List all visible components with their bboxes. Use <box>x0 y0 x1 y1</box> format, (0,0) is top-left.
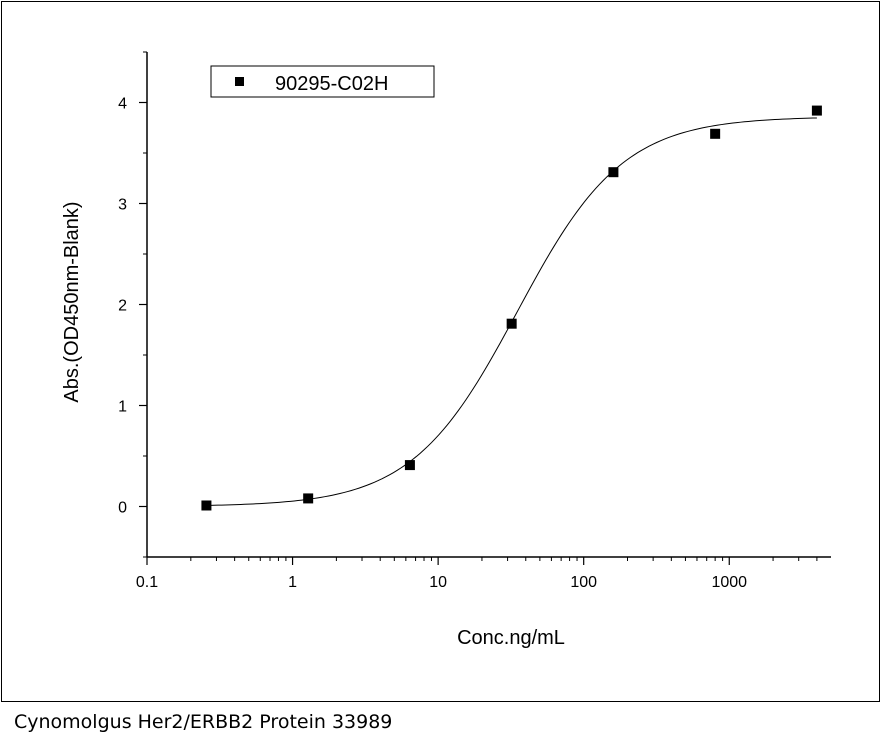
chart: 0.1 1 10 100 1000 0 1 2 3 4 Conc.ng/mL Abs.(OD450… <box>61 51 831 649</box>
y-axis-label: Abs.(OD450nm-Blank) <box>61 201 83 402</box>
data-point <box>404 460 415 471</box>
y-tick-label: 0 <box>118 500 127 517</box>
axes <box>139 51 831 565</box>
fit-curve-layer <box>206 117 817 506</box>
legend-marker <box>235 77 244 86</box>
x-axis-label: Conc.ng/mL <box>457 627 565 649</box>
legend-box <box>210 65 435 98</box>
data-point <box>710 128 721 139</box>
chart-frame <box>1 1 880 702</box>
data-point <box>201 500 212 511</box>
data-point <box>811 105 822 116</box>
figure-caption: Cynomolgus Her2/ERBB2 Protein 33989 <box>14 711 393 733</box>
tick-labels-layer: 0.1 1 10 100 1000 0 1 2 3 4 <box>118 96 747 592</box>
fit-curve <box>206 117 817 506</box>
data-points-layer <box>201 105 822 511</box>
y-tick-label: 3 <box>118 197 127 214</box>
x-tick-label: 1 <box>288 574 297 591</box>
y-tick-label: 4 <box>118 96 127 113</box>
x-tick-label: 1000 <box>711 574 747 591</box>
data-point <box>303 493 314 504</box>
data-point <box>506 318 517 329</box>
data-point <box>608 167 619 178</box>
x-tick-label: 0.1 <box>136 574 158 591</box>
legend: 90295-C02H <box>210 65 435 98</box>
legend-label: 90295-C02H <box>275 73 388 95</box>
y-tick-label: 1 <box>118 399 127 416</box>
y-tick-label: 2 <box>118 298 127 315</box>
x-tick-label: 100 <box>570 574 597 591</box>
x-tick-label: 10 <box>429 574 447 591</box>
